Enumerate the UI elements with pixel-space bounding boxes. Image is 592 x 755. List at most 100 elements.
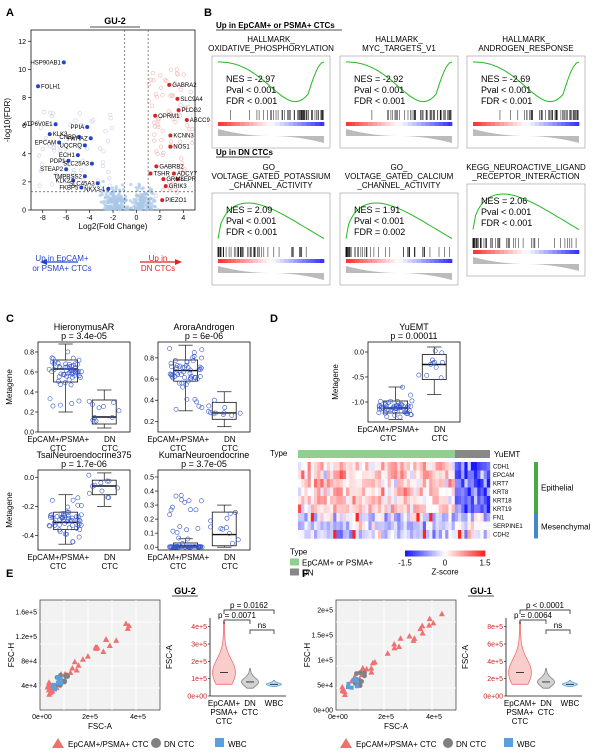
heatmap-cell	[336, 513, 340, 522]
heatmap-cell	[342, 521, 347, 531]
legend-e-wbc-label: WBC	[228, 740, 247, 749]
gsea-rank-bar-seg	[350, 259, 356, 263]
gsea-rank-bar-seg	[306, 259, 312, 263]
heatmap-cell	[330, 470, 334, 480]
scatter-xtick-label: 4e+5	[426, 714, 442, 721]
heatmap-cell	[467, 470, 471, 480]
boxplot-point	[77, 518, 83, 524]
volcano-xtick-label: 2	[158, 215, 162, 222]
heatmap-cell	[352, 521, 356, 531]
violin-ytick-label: 0e+00	[187, 694, 207, 701]
heatmap-cell	[477, 487, 481, 497]
heatmap-legend-title: Type	[290, 548, 308, 557]
volcano-point-faint	[101, 149, 106, 154]
heatmap-cell	[458, 462, 462, 471]
scatter-wbc-point	[59, 681, 64, 686]
gsea-rank-bar-seg	[315, 122, 320, 126]
heatmap-cell	[320, 504, 324, 514]
scatter-wbc-point	[346, 685, 351, 690]
violin-ytick-label: 1e+5	[191, 676, 207, 683]
boxplot-point	[75, 368, 81, 374]
heatmap-cell	[333, 479, 337, 488]
gsea-rank-bar-seg	[495, 122, 500, 126]
heatmap-cell	[454, 513, 459, 522]
boxplot-ytick-label: -0.2	[22, 504, 34, 511]
heatmap-cell	[464, 470, 468, 480]
heatmap-cell	[298, 487, 302, 497]
heatmap-cell	[365, 487, 369, 497]
gsea-nes: NES = -2.97	[226, 74, 275, 84]
heatmap-cell	[301, 530, 305, 539]
heatmap-cell	[349, 479, 353, 488]
volcano-point-gene	[163, 184, 168, 189]
heatmap-cell	[390, 530, 395, 539]
gsea-pval: Pval < 0.001	[481, 85, 531, 95]
heatmap-epithelial-label: Epithelial	[541, 484, 574, 493]
heatmap-cell	[448, 513, 452, 522]
volcano-axes: -8 -6 -4 -2 0 2 4 0 2 4 6 8 10 12	[18, 30, 195, 222]
boxplot-point	[52, 520, 57, 525]
heatmap-cell	[483, 470, 487, 480]
gsea-rank-bar-seg	[481, 250, 487, 254]
heatmap-cell	[410, 513, 414, 522]
gsea-rank-bar-seg	[248, 122, 254, 126]
gsea-panel: HALLMARK_OXIDATIVE_PHOSPHORYLATION NES = …	[208, 35, 334, 149]
gsea-rank-bar-seg	[385, 259, 391, 263]
volcano-point-gene	[77, 134, 82, 139]
heatmap-cell	[400, 479, 404, 488]
volcano-point-bg	[135, 188, 139, 193]
boxplot-title: AroraAndrogen	[173, 322, 234, 332]
scatter-wbc-point	[353, 676, 358, 681]
gsea-rank-bar-seg	[477, 250, 483, 254]
boxplot-point	[106, 495, 112, 501]
gsea-rank-bar-seg	[429, 259, 435, 263]
gsea-rank-bar-seg	[222, 259, 228, 263]
boxplot-point	[64, 531, 69, 537]
heatmap-cell	[368, 470, 372, 480]
volcano-point-faint	[43, 135, 49, 141]
boxplot-point	[168, 544, 173, 550]
heatmap-cell	[342, 487, 347, 497]
gsea-rank-bar-seg	[376, 259, 382, 263]
gsea-rank-bar-seg	[385, 122, 391, 126]
violin-shape	[562, 680, 578, 687]
boxplot-ytick-label: 0.0	[24, 430, 34, 437]
boxplot-point	[75, 502, 81, 508]
heatmap-cell	[362, 487, 366, 497]
boxplot-point	[424, 372, 430, 378]
gsea-panel-title-line: KEGG_NEUROACTIVE_LIGAND	[466, 163, 586, 172]
volcano-points	[36, 60, 195, 212]
heatmap-cell	[298, 470, 302, 480]
volcano-point-bg	[124, 208, 128, 212]
volcano-point-bg	[149, 188, 154, 192]
heatmap-cell	[307, 479, 311, 488]
volcano-gene-label: FOLH1	[41, 84, 61, 90]
boxplot-point	[175, 544, 181, 550]
heatmap-cell	[458, 487, 462, 497]
heatmap-cell	[355, 504, 359, 514]
boxplot-xlabel: DN	[224, 435, 236, 444]
heatmap-cell	[474, 487, 478, 497]
heatmap-cell	[326, 530, 331, 539]
boxplot-point	[198, 365, 204, 371]
heatmap-cell	[432, 479, 436, 488]
volcano-point-bg	[142, 192, 147, 196]
boxplot-point	[185, 544, 191, 550]
boxplot-point	[168, 507, 174, 513]
heatmap-cell	[435, 487, 439, 497]
heatmap-cell	[445, 496, 449, 505]
arrow-left-head	[40, 259, 47, 265]
heatmap-cell	[317, 521, 321, 531]
volcano-point-gene	[168, 144, 173, 149]
gsea-rank-bar-seg	[508, 250, 514, 254]
boxplot-point	[74, 514, 79, 520]
boxplot-point	[395, 400, 401, 406]
volcano-point-faint	[148, 77, 154, 82]
scatter-ctc-point	[371, 659, 378, 665]
heatmap-cell	[314, 462, 318, 471]
boxplot-point	[383, 410, 389, 416]
gsea-fdr: FDR < 0.001	[481, 96, 532, 106]
gsea-rank-bar-seg	[346, 259, 351, 263]
volcano-point-bg	[135, 201, 139, 205]
